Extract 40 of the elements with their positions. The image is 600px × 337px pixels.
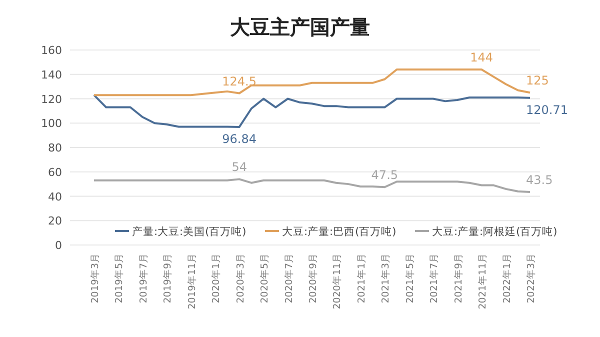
legend-label: 大豆:产量:阿根廷(百万吨) [432, 225, 558, 238]
x-tick-label: 2020年7月 [282, 253, 295, 304]
data-label: 124.5 [222, 74, 257, 88]
chart-title: 大豆主产国产量 [230, 15, 370, 39]
x-tick-label: 2022年3月 [525, 253, 537, 304]
x-tick-label: 2019年11月 [186, 253, 198, 310]
x-tick-label: 2019年3月 [89, 253, 101, 304]
data-label: 43.5 [526, 172, 553, 187]
x-tick-label: 2020年5月 [258, 253, 271, 304]
data-label: 47.5 [371, 168, 398, 182]
legend-label: 大豆:产量:巴西(百万吨) [282, 225, 396, 238]
x-tick-label: 2021年9月 [452, 253, 464, 304]
x-tick-label: 2019年9月 [162, 253, 174, 304]
x-tick-label: 2020年9月 [307, 253, 319, 304]
y-tick-label: 80 [48, 142, 62, 154]
x-tick-label: 2021年5月 [404, 253, 416, 304]
data-label: 54 [232, 160, 247, 174]
x-tick-label: 2020年11月 [331, 253, 344, 310]
x-tick-label: 2020年1月 [210, 253, 222, 304]
y-tick-label: 120 [41, 92, 62, 106]
x-tick-label: 2019年5月 [113, 253, 126, 304]
y-tick-label: 60 [48, 166, 62, 179]
data-label: 144 [470, 50, 494, 64]
y-tick-label: 140 [41, 68, 62, 82]
data-label: 120.71 [526, 102, 568, 117]
y-tick-label: 160 [41, 44, 62, 57]
y-tick-label: 40 [48, 190, 62, 204]
x-tick-label: 2020年3月 [234, 253, 246, 304]
y-tick-label: 20 [48, 214, 62, 228]
x-tick-label: 2022年1月 [500, 253, 513, 304]
x-tick-label: 2021年1月 [355, 253, 368, 304]
x-tick-label: 2021年3月 [380, 253, 392, 304]
data-label: 96.84 [222, 132, 257, 146]
y-tick-label: 0 [55, 239, 62, 252]
legend-label: 产量:大豆:美国(百万吨) [132, 225, 246, 238]
x-tick-label: 2021年11月 [476, 253, 489, 310]
x-tick-label: 2019年7月 [137, 253, 150, 304]
data-label: 125 [526, 74, 549, 88]
x-tick-label: 2021年7月 [428, 253, 440, 304]
y-tick-label: 100 [41, 117, 62, 130]
